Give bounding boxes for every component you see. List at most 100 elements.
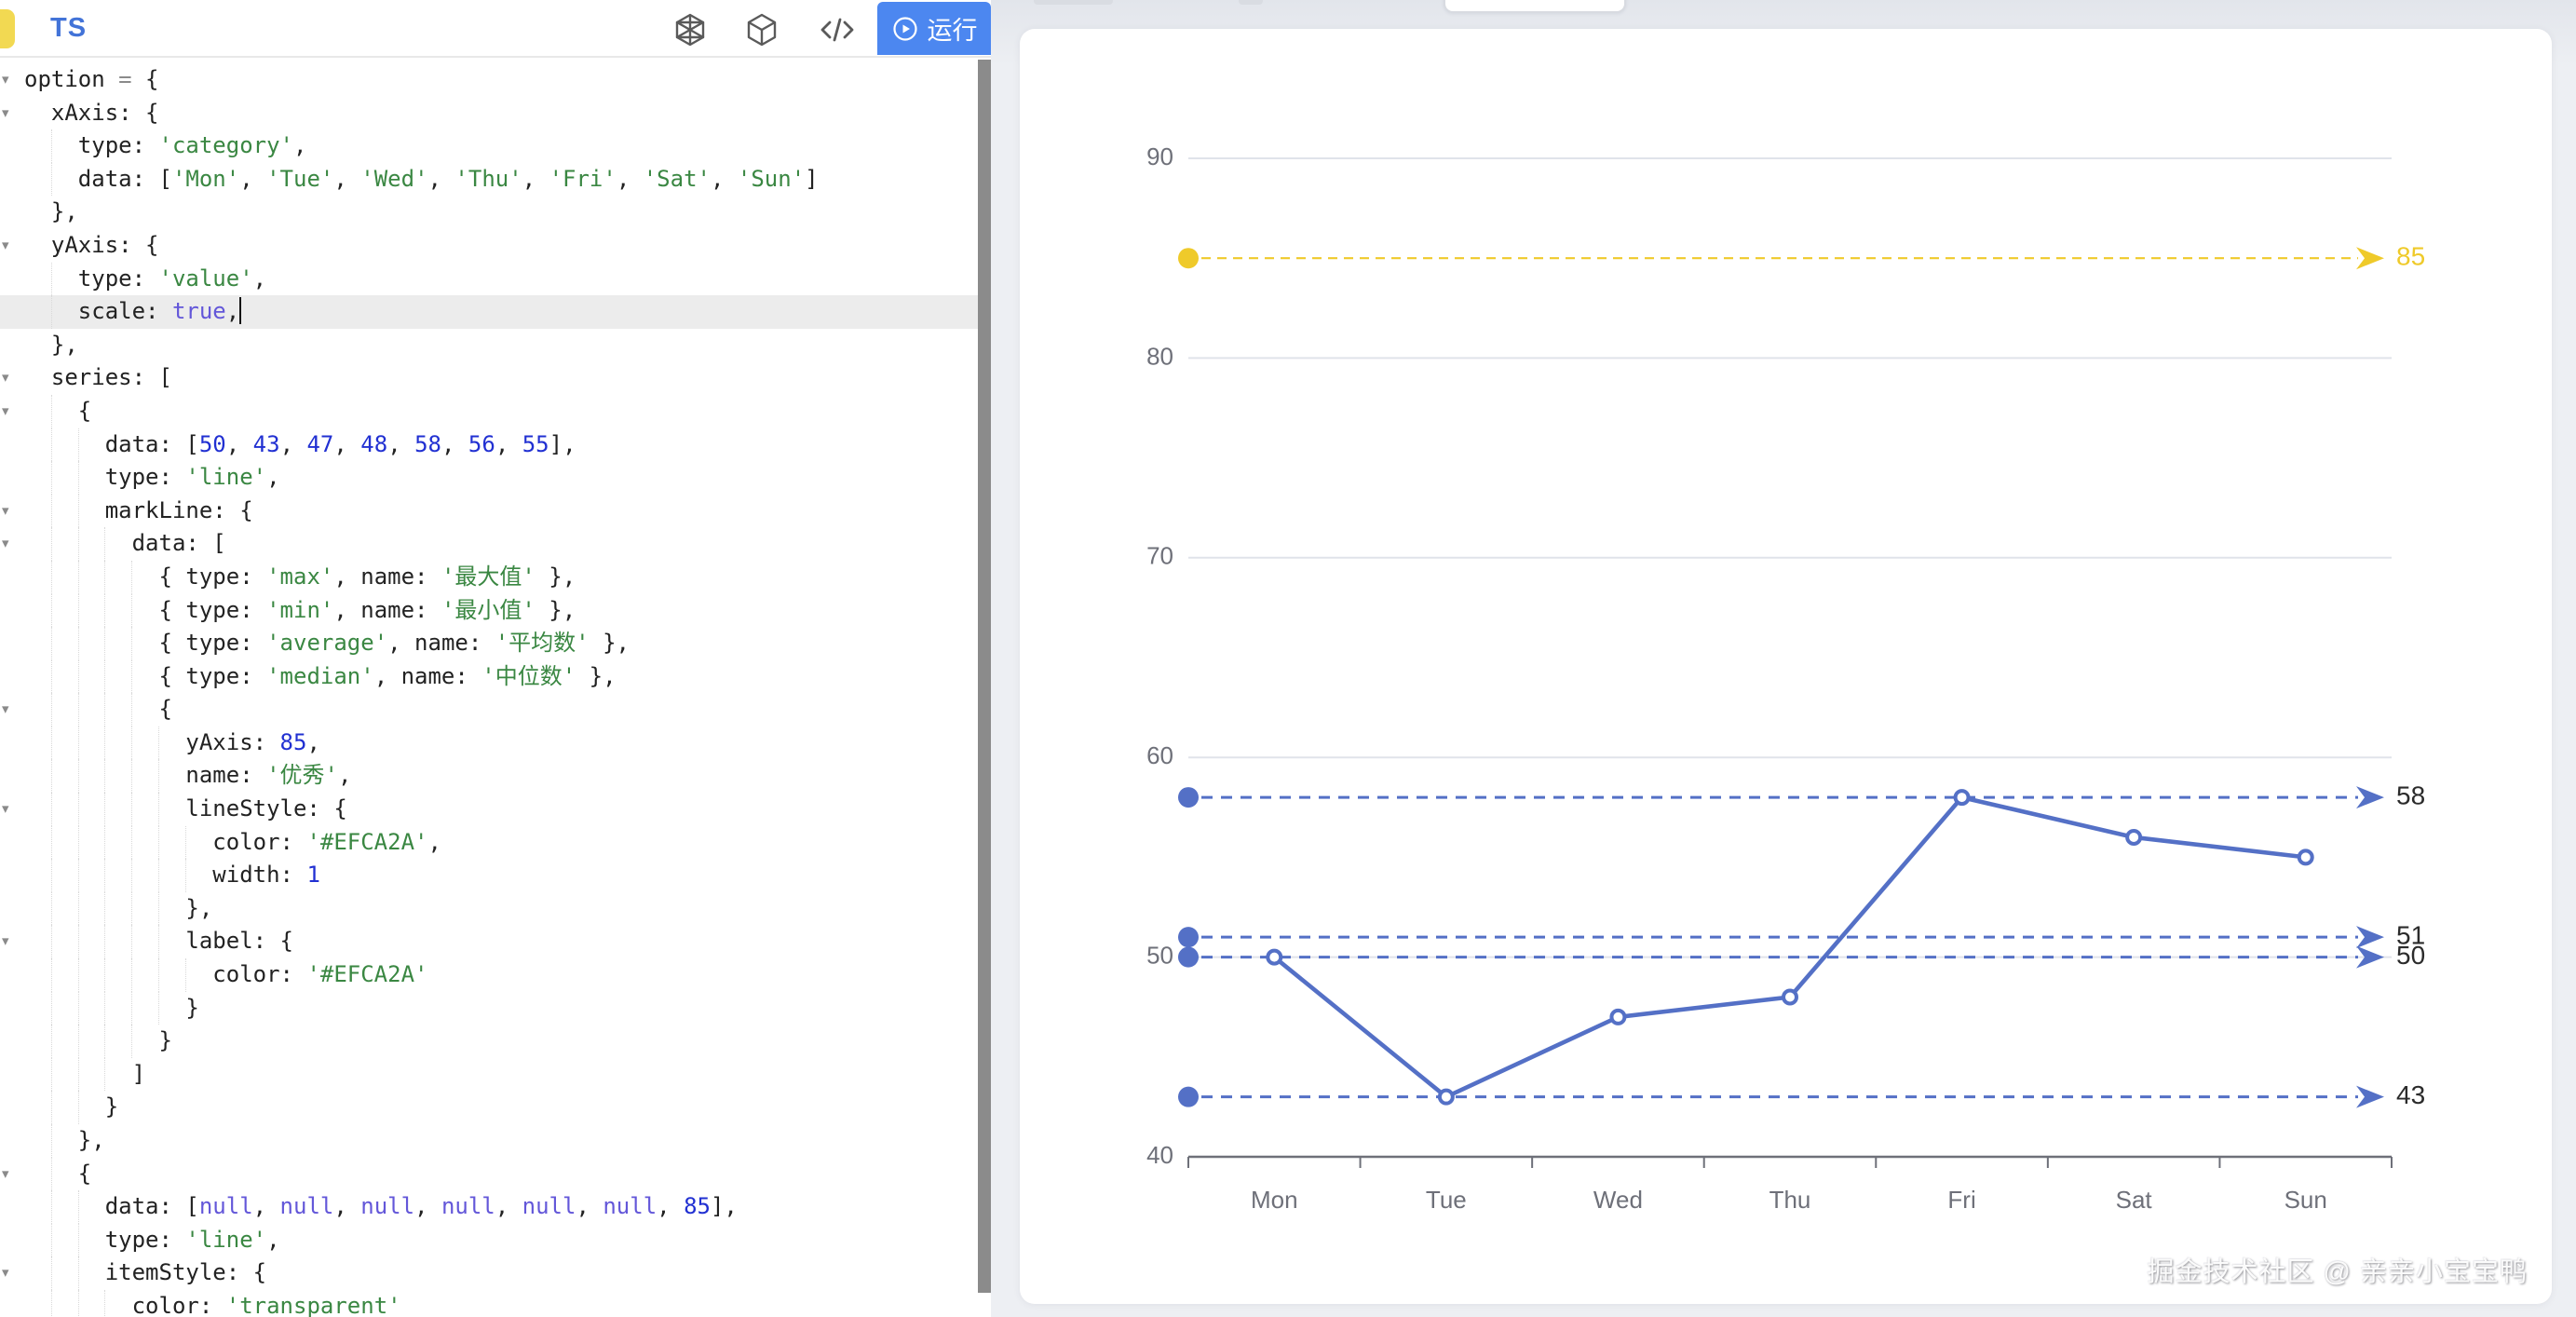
indent-guide — [50, 560, 52, 594]
indent-guide — [77, 560, 79, 594]
fold-arrow-icon[interactable]: ▾ — [2, 402, 9, 419]
indent-guide — [77, 759, 79, 794]
indent-guide — [158, 726, 159, 760]
indent-guide — [131, 859, 133, 892]
indent-guide — [50, 759, 52, 794]
fold-arrow-icon[interactable]: ▾ — [2, 536, 9, 552]
markline-start-dot — [1178, 248, 1199, 269]
cube-icon[interactable] — [744, 12, 780, 48]
indent-guide — [131, 593, 133, 628]
fold-arrow-icon[interactable]: ▾ — [2, 801, 9, 818]
indent-guide — [50, 1223, 52, 1257]
indent-guide — [50, 726, 52, 760]
indent-guide — [104, 593, 106, 628]
indent-guide — [131, 759, 133, 794]
code-editor[interactable]: ▾ option = {▾ xAxis: { type: 'category', … — [0, 58, 978, 1317]
code-line: type: 'category', — [0, 129, 978, 163]
fold-arrow-icon[interactable]: ▾ — [2, 1165, 9, 1182]
indent-guide — [158, 958, 159, 992]
code-line: ] — [0, 1057, 978, 1092]
indent-guide — [50, 659, 52, 694]
markline-arrow — [2356, 945, 2384, 969]
editor-scrollbar[interactable] — [978, 60, 991, 1317]
indent-guide — [50, 991, 52, 1025]
play-circle-icon — [892, 16, 917, 41]
y-axis-label: 50 — [1146, 941, 1173, 969]
indent-guide — [77, 461, 79, 495]
markline-start-dot — [1178, 1086, 1199, 1107]
indent-guide — [158, 991, 159, 1025]
indent-guide — [50, 693, 52, 726]
code-line: } — [0, 991, 978, 1025]
indent-guide — [104, 659, 106, 694]
data-point-marker — [2297, 849, 2314, 866]
indent-guide — [131, 659, 133, 694]
indent-guide — [158, 859, 159, 892]
text-cursor — [239, 297, 242, 325]
indent-guide — [104, 527, 106, 561]
code-line: } — [0, 1025, 978, 1058]
wireframe-cube-icon[interactable] — [672, 12, 708, 48]
markline-arrow — [2356, 786, 2384, 809]
indent-guide — [50, 295, 52, 329]
indent-guide — [104, 1057, 106, 1092]
indent-guide — [50, 494, 52, 528]
data-point-marker — [1782, 988, 1798, 1006]
markline-arrow — [2356, 926, 2384, 949]
code-line: }, — [0, 1124, 978, 1158]
x-axis-label: Tue — [1426, 1186, 1467, 1214]
clipped-ui-fragment — [1239, 0, 1263, 5]
fold-arrow-icon[interactable]: ▾ — [2, 370, 9, 387]
code-line: ▾ label: { — [0, 925, 978, 959]
chart-canvas[interactable]: 40 50 60 70 80 90 Mon Tue Wed Thu Fri Sat Sun 85 58 51 5… — [1020, 29, 2552, 1304]
fold-arrow-icon[interactable]: ▾ — [2, 72, 9, 88]
code-line: { type: 'max', name: '最大值' }, — [0, 560, 978, 594]
code-line: type: 'line', — [0, 1223, 978, 1257]
fold-arrow-icon[interactable]: ▾ — [2, 104, 9, 121]
indent-guide — [50, 162, 52, 197]
fold-arrow-icon[interactable]: ▾ — [2, 237, 9, 253]
indent-guide — [131, 925, 133, 959]
fold-arrow-icon[interactable]: ▾ — [2, 502, 9, 519]
indent-guide — [77, 958, 79, 992]
indent-guide — [184, 859, 186, 892]
markline-value-label: 51 — [2396, 921, 2425, 950]
indent-guide — [50, 1124, 52, 1158]
run-button-label: 运行 — [927, 17, 978, 45]
indent-guide — [104, 991, 106, 1025]
scrollbar-thumb[interactable] — [978, 60, 991, 1293]
indent-guide — [50, 428, 52, 462]
indent-guide — [158, 793, 159, 826]
code-line: } — [0, 1091, 978, 1124]
y-axis-label: 40 — [1146, 1141, 1173, 1169]
indent-guide — [77, 1057, 79, 1092]
run-button[interactable]: 运行 — [877, 2, 991, 55]
indent-guide — [77, 659, 79, 694]
indent-guide — [50, 1057, 52, 1092]
fold-arrow-icon[interactable]: ▾ — [2, 933, 9, 950]
tab-typescript[interactable]: TS — [50, 13, 88, 43]
y-axis-label: 60 — [1146, 741, 1173, 769]
indent-guide — [50, 593, 52, 628]
code-editor-panel: TS — [0, 0, 991, 1317]
fold-arrow-icon[interactable]: ▾ — [2, 701, 9, 718]
y-axis-label: 90 — [1146, 143, 1173, 170]
indent-guide — [131, 693, 133, 726]
markline-value-label: 85 — [2396, 242, 2425, 271]
indent-guide — [50, 527, 52, 561]
code-line: ▾ yAxis: { — [0, 229, 978, 263]
x-axis-label: Thu — [1769, 1186, 1811, 1214]
code-line: }, — [24, 331, 78, 358]
code-brackets-icon[interactable] — [820, 12, 855, 48]
editor-toolbar: TS — [0, 0, 991, 58]
fold-arrow-icon[interactable]: ▾ — [2, 1265, 9, 1282]
code-line: ▾ data: [ — [0, 527, 978, 561]
data-point-marker — [1266, 948, 1283, 966]
markline-arrow — [2356, 1085, 2384, 1108]
indent-guide — [131, 991, 133, 1025]
data-point-marker — [1953, 789, 1971, 807]
indent-guide — [158, 891, 159, 926]
markline-start-dot — [1178, 927, 1199, 948]
sidebar-handle[interactable] — [0, 9, 15, 48]
code-line: yAxis: 85, — [0, 726, 978, 760]
